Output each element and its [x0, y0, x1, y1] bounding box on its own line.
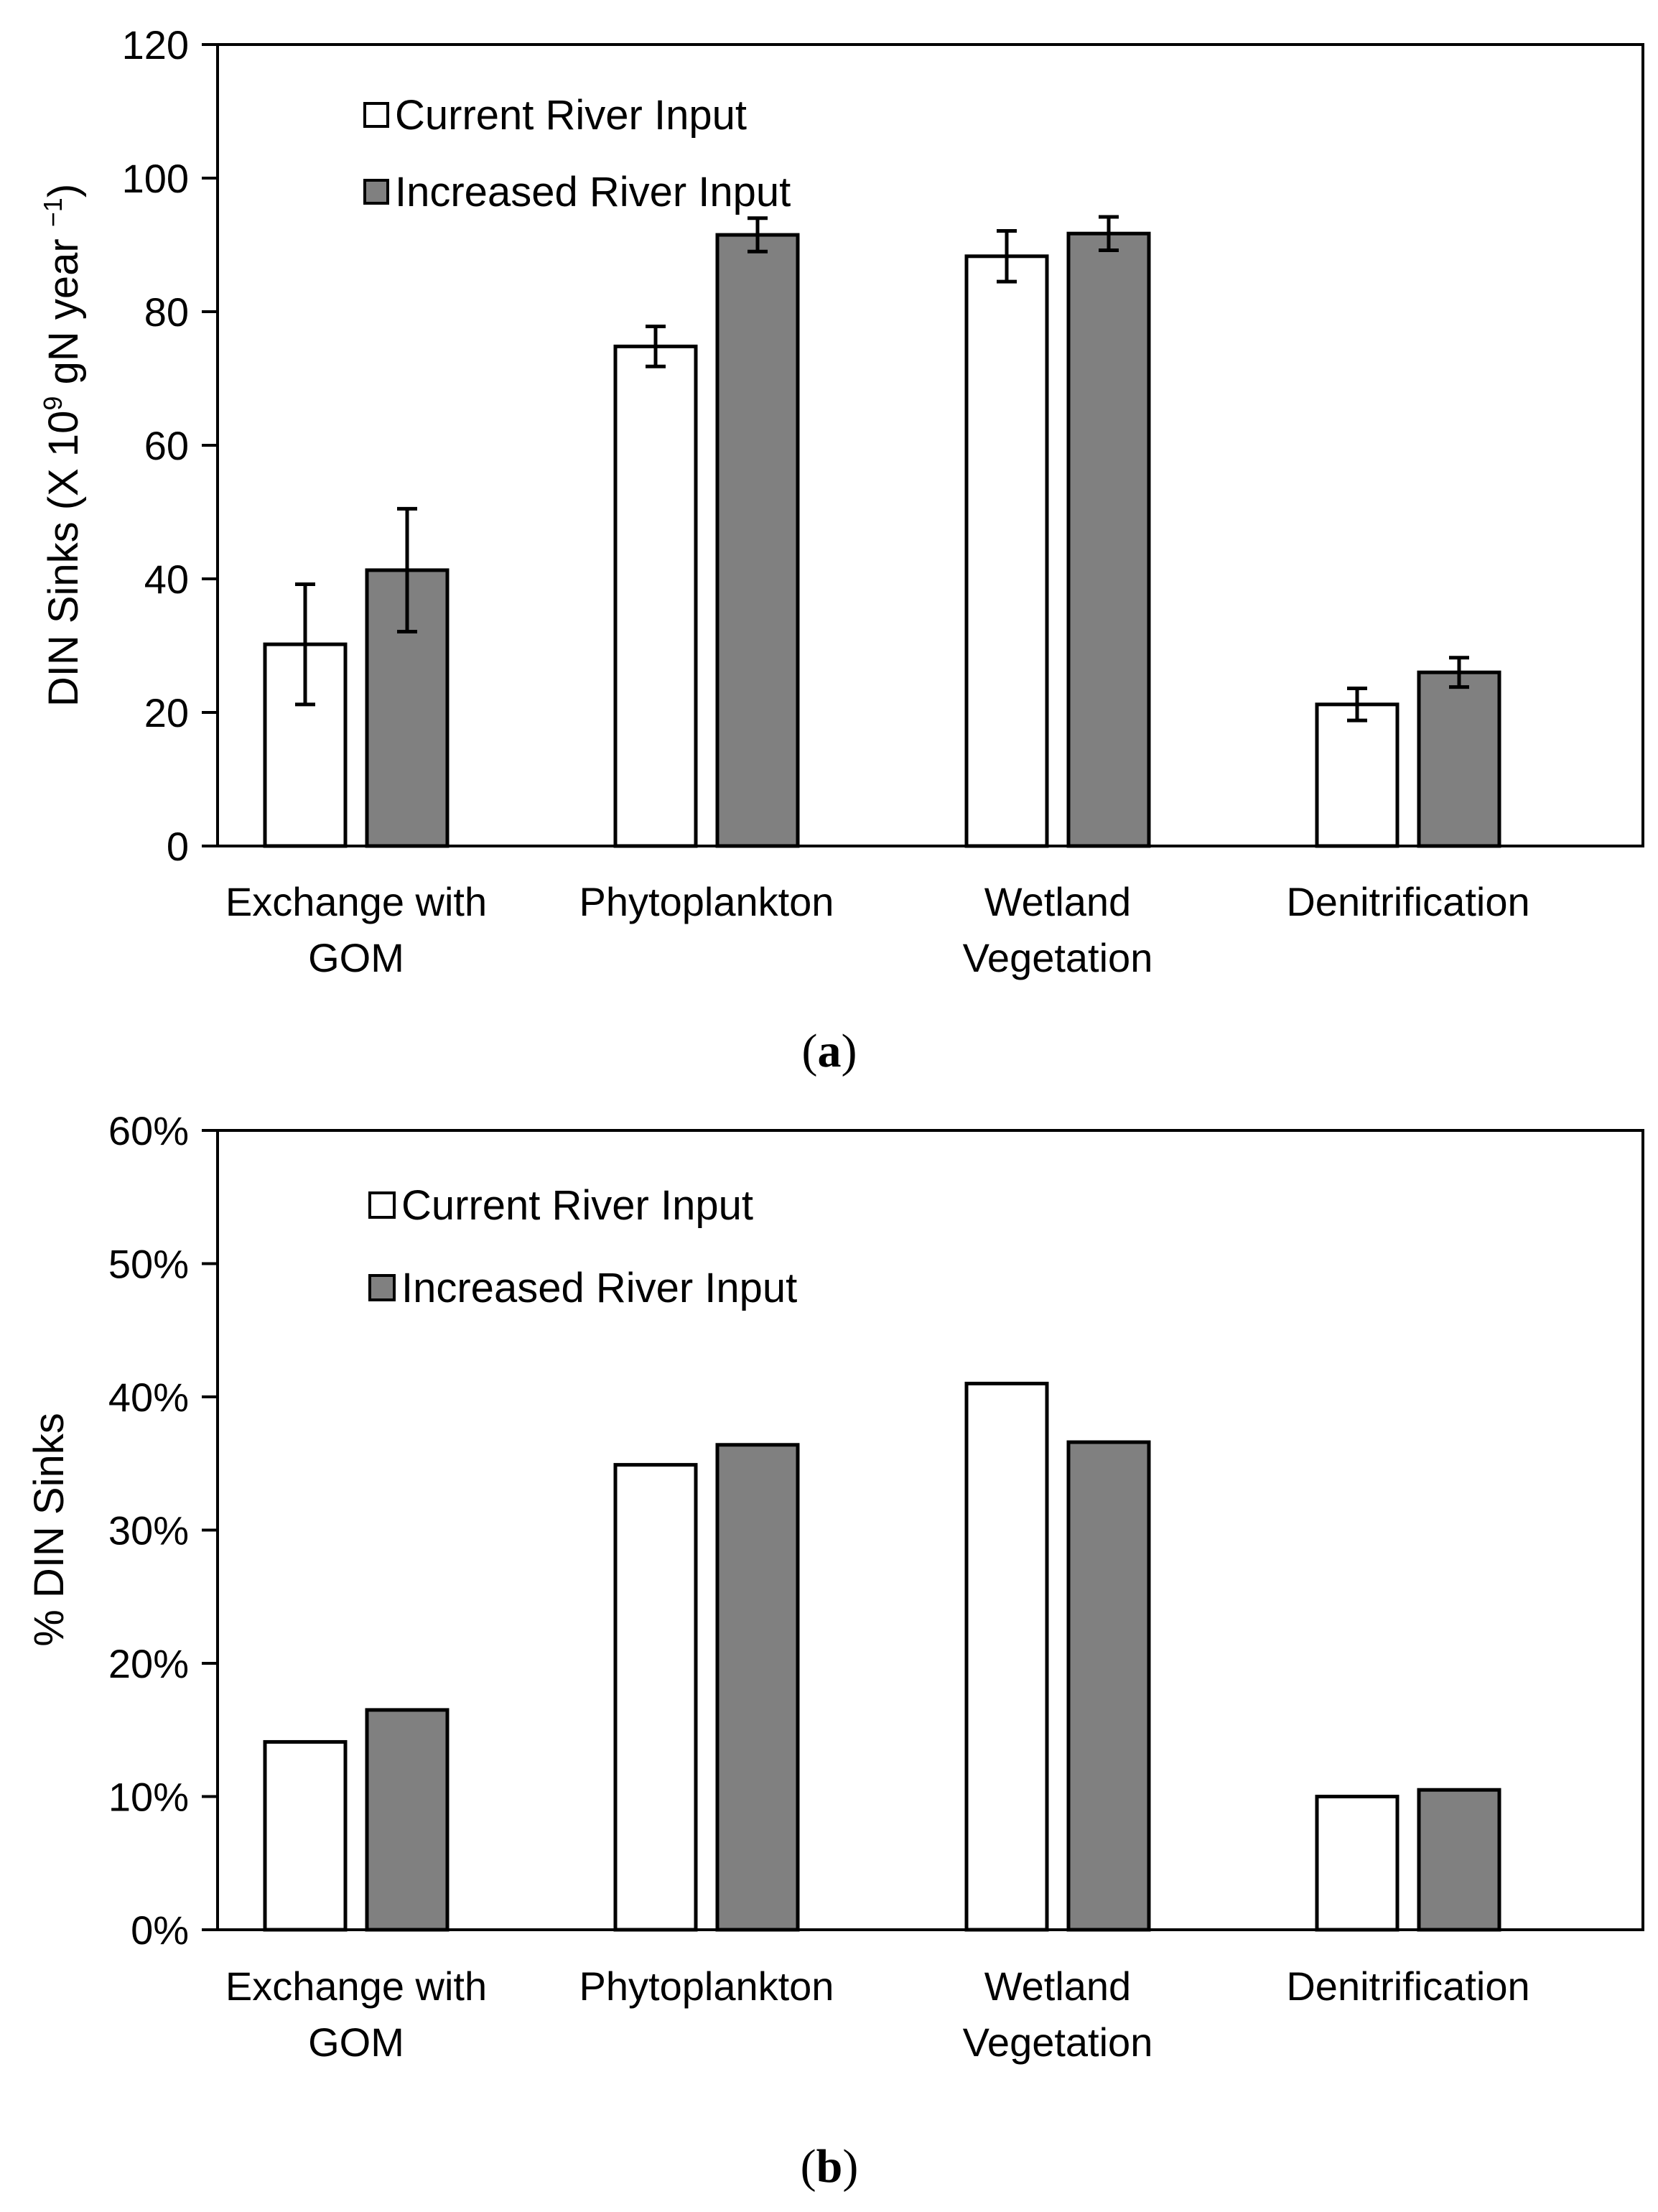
y-tick-label: 10%	[108, 1775, 189, 1820]
legend-swatch-increased	[363, 179, 389, 205]
bar-current	[964, 254, 1049, 848]
y-tick-label: 30%	[108, 1508, 189, 1553]
y-tick-label: 0%	[131, 1907, 189, 1953]
y-tick-label: 50%	[108, 1242, 189, 1287]
y-tick-label: 40%	[108, 1375, 189, 1420]
bar-increased	[715, 233, 800, 848]
chart-panel-b: 0% 10% 20% 30% 40% 50% 60% Exchange with GOM Phy…	[26, 1108, 1644, 2193]
bar-increased	[1417, 1788, 1501, 1932]
category-label: Phytoplankton	[579, 1964, 834, 2009]
legend-swatch-current	[368, 1191, 396, 1219]
legend-swatch-current	[363, 102, 389, 128]
chart-panel-a: 0 20 40 60 80 100 120 Exchange with GOM Phytopla…	[38, 22, 1644, 1077]
category-label: Denitrification	[1286, 879, 1529, 924]
bar-increased	[365, 1708, 450, 1932]
category-label: Exchange with GOM	[225, 1964, 487, 2065]
bar-current	[964, 1381, 1049, 1932]
bar-current	[263, 1739, 348, 1932]
panel-label-a: (a)	[802, 1025, 857, 1077]
bar-current	[1315, 702, 1399, 848]
y-axis-label-a: DIN Sinks (X 109 gN year −1)	[38, 184, 87, 707]
y-tick-label: 100	[122, 156, 189, 201]
y-tick-label: 20%	[108, 1641, 189, 1686]
y-tick-label: 120	[122, 22, 189, 68]
y-tick-label: 40	[144, 557, 189, 602]
y-tick-label: 80	[144, 289, 189, 335]
bar-current	[613, 344, 698, 848]
category-label: Exchange with GOM	[225, 879, 487, 980]
bar-current	[613, 1463, 698, 1932]
y-tick-label: 60%	[108, 1108, 189, 1153]
y-tick-label: 60	[144, 423, 189, 468]
legend-label-current: Current River Input	[395, 92, 747, 139]
bar-increased	[1066, 231, 1151, 848]
legend-label-current: Current River Input	[401, 1182, 753, 1229]
bar-increased	[365, 568, 450, 848]
category-label: Wetland Vegetation	[963, 1964, 1153, 2065]
bar-increased	[1417, 670, 1501, 848]
bar-current	[1315, 1795, 1399, 1932]
y-tick-label: 0	[167, 824, 189, 869]
category-label: Wetland Vegetation	[963, 879, 1153, 980]
y-tick-label: 20	[144, 690, 189, 735]
category-label: Denitrification	[1286, 1964, 1529, 2009]
y-axis-label-b: % DIN Sinks	[26, 1413, 73, 1647]
bar-increased	[1066, 1440, 1151, 1932]
legend-label-increased: Increased River Input	[401, 1265, 797, 1311]
legend-label-increased: Increased River Input	[395, 169, 791, 215]
panel-label-b: (b)	[801, 2140, 859, 2193]
category-label: Phytoplankton	[579, 879, 834, 924]
bar-increased	[715, 1443, 800, 1932]
legend-swatch-increased	[368, 1274, 396, 1301]
